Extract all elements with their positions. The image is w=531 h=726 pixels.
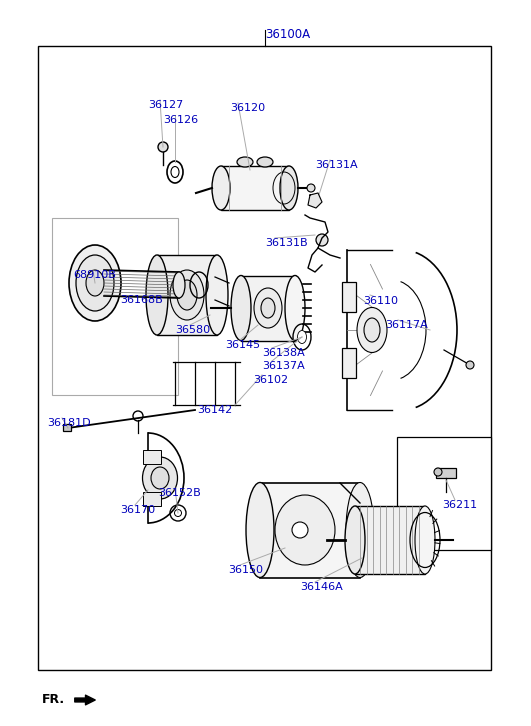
Ellipse shape [237, 157, 253, 167]
Ellipse shape [254, 288, 282, 328]
Polygon shape [308, 193, 322, 208]
Ellipse shape [261, 298, 275, 318]
Bar [200, 460, 484, 660]
Text: 36110: 36110 [363, 296, 398, 306]
Text: 36181D: 36181D [47, 418, 91, 428]
Bar [221, 166, 289, 210]
Circle shape [316, 234, 328, 246]
Ellipse shape [364, 318, 380, 342]
Bar [38, 46, 491, 670]
Ellipse shape [345, 506, 365, 574]
Bar [52, 218, 178, 395]
Text: 36211: 36211 [442, 500, 477, 510]
Bar [260, 483, 360, 578]
Ellipse shape [246, 483, 274, 577]
Bar [436, 468, 456, 478]
Ellipse shape [175, 510, 182, 516]
Ellipse shape [275, 495, 335, 565]
Circle shape [434, 468, 442, 476]
Text: 36170: 36170 [120, 505, 155, 515]
Text: 36142: 36142 [197, 405, 232, 415]
Text: 36138A: 36138A [262, 348, 305, 358]
Bar [241, 276, 296, 341]
Ellipse shape [206, 255, 228, 335]
Bar [63, 424, 71, 431]
Ellipse shape [170, 270, 204, 320]
Text: 36146A: 36146A [300, 582, 342, 592]
Text: 36150: 36150 [228, 565, 263, 575]
Text: 36145: 36145 [225, 340, 260, 350]
Ellipse shape [151, 467, 169, 489]
Text: 36120: 36120 [230, 103, 265, 113]
Ellipse shape [415, 506, 435, 574]
Ellipse shape [257, 157, 273, 167]
Bar [397, 437, 491, 550]
Text: 36102: 36102 [253, 375, 288, 385]
Text: 36117A: 36117A [385, 320, 428, 330]
Ellipse shape [142, 457, 177, 499]
Ellipse shape [297, 330, 306, 343]
Text: 36127: 36127 [148, 100, 183, 110]
Ellipse shape [212, 166, 230, 210]
Ellipse shape [86, 270, 104, 296]
Bar [355, 506, 425, 574]
Text: 36137A: 36137A [262, 361, 305, 371]
Ellipse shape [146, 255, 168, 335]
Bar [342, 348, 356, 378]
Text: 36580: 36580 [175, 325, 210, 335]
Bar [52, 218, 178, 395]
Ellipse shape [231, 275, 251, 340]
Circle shape [292, 522, 308, 538]
Text: 36131A: 36131A [315, 160, 357, 170]
Text: 36152B: 36152B [158, 488, 201, 498]
Ellipse shape [280, 166, 298, 210]
Ellipse shape [171, 166, 179, 177]
Text: FR.: FR. [42, 693, 65, 706]
Bar [157, 255, 217, 335]
Text: 36131B: 36131B [265, 238, 307, 248]
Text: 36100A: 36100A [265, 28, 310, 41]
Ellipse shape [173, 272, 185, 298]
Ellipse shape [76, 255, 114, 311]
Circle shape [466, 361, 474, 369]
Bar [342, 282, 356, 312]
Ellipse shape [285, 275, 305, 340]
Ellipse shape [357, 308, 387, 353]
Circle shape [158, 142, 168, 152]
Ellipse shape [69, 245, 121, 321]
Ellipse shape [346, 483, 374, 577]
Ellipse shape [307, 184, 315, 192]
Text: 36168B: 36168B [120, 295, 162, 305]
Bar [143, 492, 161, 506]
Bar [143, 450, 161, 464]
Text: 68910B: 68910B [73, 270, 116, 280]
Text: 36126: 36126 [163, 115, 198, 125]
Ellipse shape [177, 280, 197, 310]
